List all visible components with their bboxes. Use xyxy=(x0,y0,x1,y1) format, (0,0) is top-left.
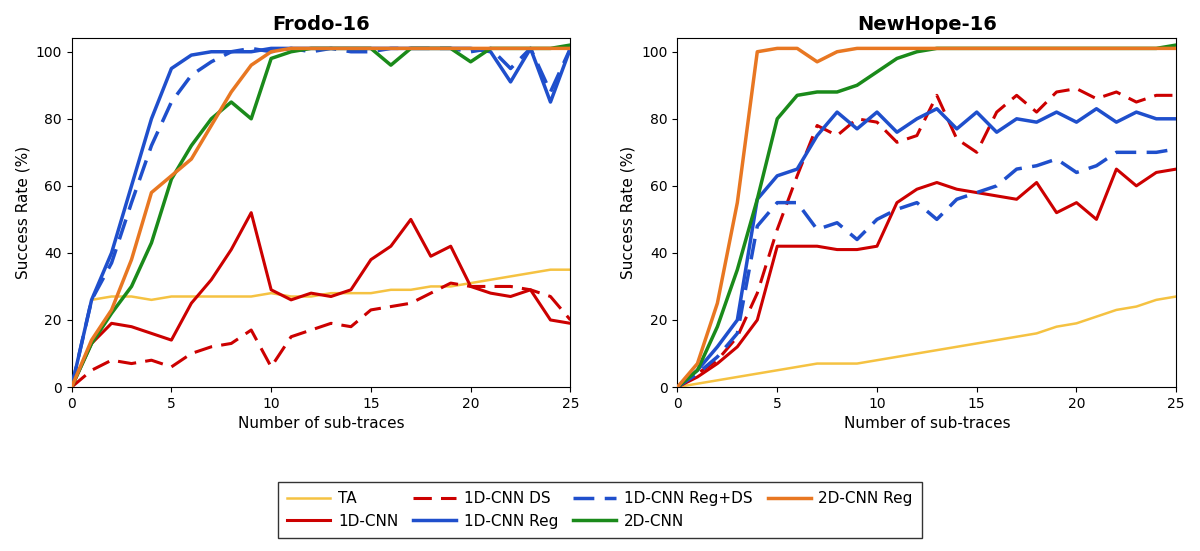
Y-axis label: Success Rate (%): Success Rate (%) xyxy=(620,146,636,279)
Legend: TA, 1D-CNN, 1D-CNN DS, 1D-CNN Reg, 1D-CNN Reg+DS, 2D-CNN, 2D-CNN Reg: TA, 1D-CNN, 1D-CNN DS, 1D-CNN Reg, 1D-CN… xyxy=(278,482,922,538)
X-axis label: Number of sub-traces: Number of sub-traces xyxy=(238,417,404,431)
Title: NewHope-16: NewHope-16 xyxy=(857,15,997,34)
Y-axis label: Success Rate (%): Success Rate (%) xyxy=(16,146,30,279)
Title: Frodo-16: Frodo-16 xyxy=(272,15,370,34)
X-axis label: Number of sub-traces: Number of sub-traces xyxy=(844,417,1010,431)
